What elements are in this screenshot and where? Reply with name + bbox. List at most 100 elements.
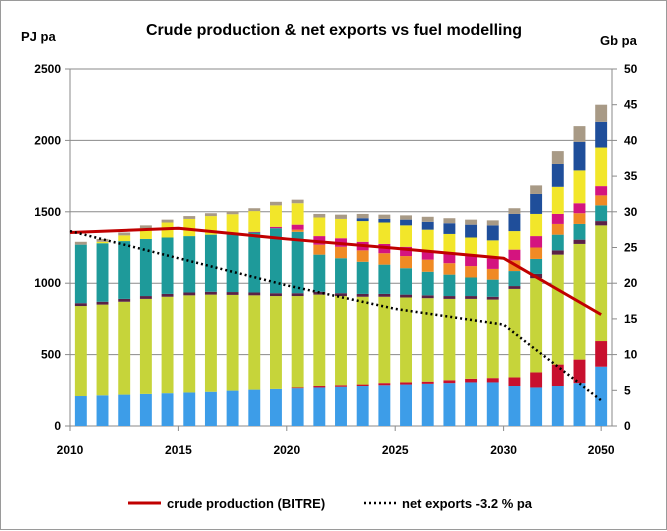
bar-segment-2028-7 (465, 237, 478, 257)
bar-segment-2020-3 (291, 293, 304, 297)
y-tick-label-1000: 1000 (34, 276, 61, 290)
bar-segment-2022-1 (335, 385, 347, 387)
bar-segment-2015-4 (183, 236, 196, 293)
bar-segment-2022-7 (335, 218, 347, 239)
bar-segment-2015-7 (183, 218, 196, 237)
y2-tick-label-30: 30 (624, 205, 638, 219)
bar-segment-2022-4 (335, 258, 347, 294)
bar-segment-2034-8 (551, 163, 564, 187)
bar-segment-2034-5 (551, 223, 564, 235)
bar-segment-2012-4 (118, 241, 131, 299)
bar-segment-2012-2 (118, 301, 131, 395)
y-tick-label-1500: 1500 (34, 205, 61, 219)
bar-segment-2029-8 (486, 225, 499, 241)
bar-segment-2028-6 (465, 256, 478, 267)
bar-segment-2017-0 (226, 390, 239, 426)
bar-segment-2024-9 (378, 214, 391, 219)
bar-segment-2029-2 (486, 299, 499, 379)
bar-segment-2013-0 (139, 393, 152, 426)
bar-segment-2017-4 (226, 234, 239, 293)
bar-segment-2021-0 (313, 387, 326, 426)
y2-axis-label: Gb pa (600, 33, 638, 48)
bar-segment-2022-2 (335, 296, 347, 386)
bar-segment-2018-2 (248, 295, 261, 390)
bar-segment-2026-6 (421, 250, 434, 260)
bar-segment-2020-2 (291, 296, 304, 388)
y2-tick-label-45: 45 (624, 98, 638, 112)
bar-segment-2012-7 (118, 235, 131, 242)
bar-segment-2026-0 (421, 383, 434, 426)
y-tick-label-500: 500 (41, 348, 61, 362)
bar-segment-2027-6 (443, 253, 456, 264)
bar-segment-2022-3 (335, 293, 347, 297)
bar-segment-2025-6 (400, 246, 413, 257)
bar-segment-2011-4 (96, 243, 109, 302)
y2-tick-label-50: 50 (624, 62, 638, 76)
bar-segment-2026-4 (421, 271, 434, 296)
bar-segment-2010-4 (74, 244, 87, 304)
bar-segment-2050-1 (595, 341, 608, 367)
y2-tick-label-25: 25 (624, 241, 638, 255)
legend-label-net-exports: net exports -3.2 % pa (402, 496, 533, 511)
bar-segment-2032-4 (530, 258, 543, 274)
bar-segment-2020-6 (291, 224, 304, 230)
bar-segment-2021-5 (313, 244, 326, 255)
bar-segment-2027-1 (443, 380, 456, 384)
bar-segment-2017-3 (226, 292, 239, 295)
bar-segment-2012-9 (118, 232, 131, 236)
bar-segment-2050-9 (595, 104, 608, 122)
bar-segment-2028-5 (465, 266, 478, 278)
bar-segment-2019-2 (269, 296, 282, 389)
bar-segment-2014-3 (161, 293, 174, 297)
bar-segment-2021-9 (313, 213, 326, 218)
legend-label-crude-production: crude production (BITRE) (167, 496, 325, 511)
y-axis-label: PJ pa (21, 29, 56, 44)
bar-segment-2034-2 (551, 254, 564, 365)
bar-segment-2018-9 (248, 208, 261, 212)
bar-segment-2018-7 (248, 211, 261, 232)
bar-segment-2025-2 (400, 297, 413, 383)
bar-segment-2024-2 (378, 296, 391, 384)
bar-segment-2026-2 (421, 298, 434, 382)
line-crude-production (69, 226, 602, 316)
bar-segment-2023-8 (356, 218, 369, 222)
bar-segment-2014-4 (161, 237, 174, 294)
bar-segment-2030-7 (508, 231, 521, 250)
bar-segment-2019-4 (269, 228, 282, 294)
bar-segment-2015-9 (183, 216, 196, 219)
bar-segment-2020-0 (291, 388, 304, 426)
bar-segment-2011-9 (96, 238, 109, 242)
bar-segment-2011-3 (96, 301, 109, 305)
bar-segment-2018-3 (248, 292, 261, 296)
bar-segment-2050-2 (595, 225, 608, 342)
bar-segment-2027-8 (443, 223, 456, 234)
bar-segment-2021-1 (313, 386, 326, 388)
bar-segment-2017-2 (226, 294, 239, 391)
bar-segment-2027-3 (443, 296, 456, 299)
bar-segment-2025-8 (400, 219, 413, 226)
bar-segment-2027-0 (443, 383, 456, 426)
bar-segment-2024-3 (378, 293, 391, 297)
bar-segment-2028-9 (465, 219, 478, 225)
bar-segment-2019-9 (269, 201, 282, 206)
x-tick-label-2020: 2020 (273, 443, 300, 457)
plot-area: 0500100015002000250005101520253035404550… (34, 62, 637, 457)
bar-segment-2013-2 (139, 298, 152, 394)
bar-segment-2028-2 (465, 298, 478, 379)
bar-segment-2034-4 (551, 234, 564, 251)
bar-segment-2020-7 (291, 203, 304, 225)
bar-segment-2025-5 (400, 256, 413, 269)
bar-segment-2012-0 (118, 394, 131, 426)
bar-segment-2029-1 (486, 378, 499, 383)
bar-segment-2018-4 (248, 232, 261, 293)
bar-segment-2028-8 (465, 224, 478, 238)
y2-tick-label-15: 15 (624, 312, 638, 326)
bar-segment-2034-6 (551, 213, 564, 224)
bar-segment-2020-4 (291, 231, 304, 294)
bar-segment-2050-6 (595, 186, 608, 196)
bar-segment-2025-0 (400, 384, 413, 426)
bar-segment-2017-9 (226, 211, 239, 215)
bar-segment-2030-0 (508, 386, 521, 426)
bar-segment-2023-3 (356, 293, 369, 297)
bar-segment-2016-4 (204, 234, 217, 292)
